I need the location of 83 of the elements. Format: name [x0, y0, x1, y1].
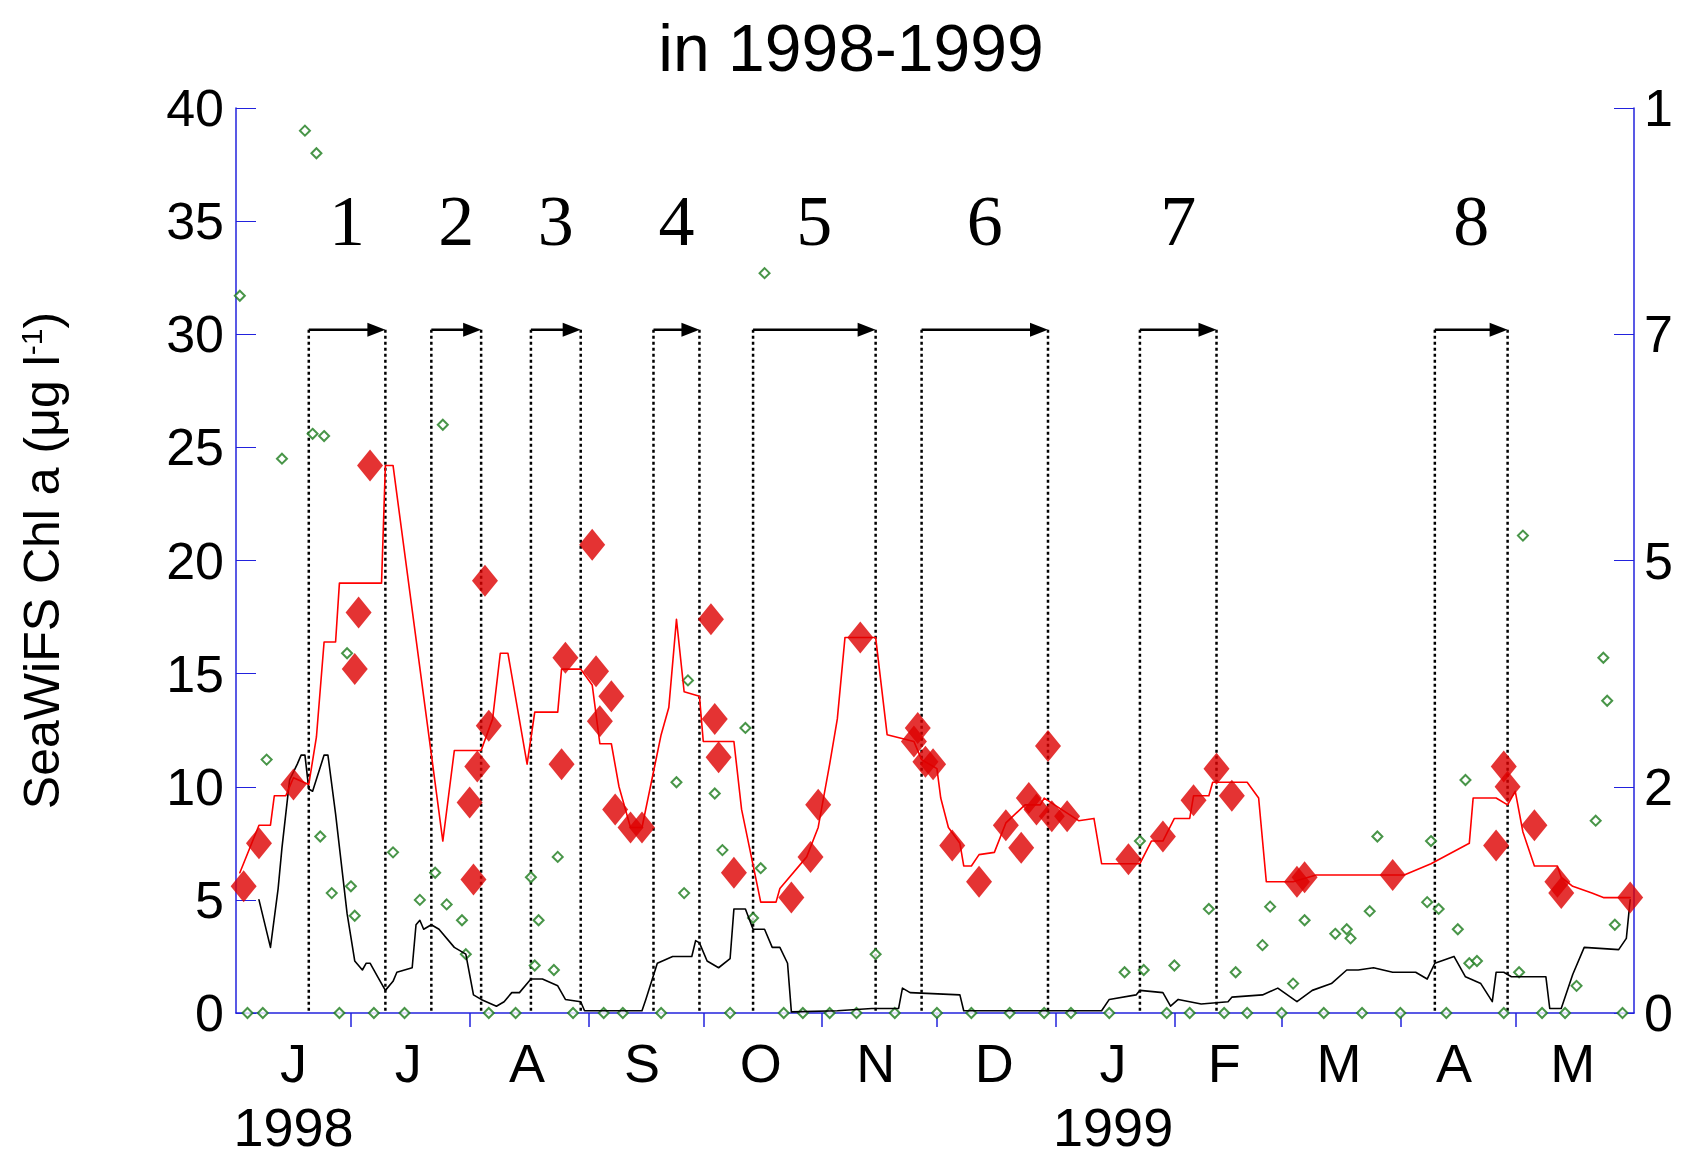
y-axis-title: SeaWiFS Chl a (μg l-1): [14, 311, 70, 810]
category-label: 5: [1644, 531, 1673, 590]
point: [552, 641, 579, 674]
x-tick-label: J 1999: [1053, 1033, 1174, 1157]
annotation: 3: [537, 181, 574, 262]
y-tick-label: 30: [166, 305, 224, 364]
x-tick-label: D: [974, 1033, 1014, 1093]
y-tick-label: 25: [166, 418, 224, 477]
x-tick-label: A: [1435, 1033, 1472, 1093]
point: [598, 680, 625, 713]
point: [1548, 877, 1575, 910]
point: [1115, 843, 1142, 876]
point: [797, 840, 824, 873]
point: [357, 449, 384, 482]
point: [464, 750, 491, 783]
x-tick-label: F: [1207, 1033, 1241, 1093]
point: [586, 705, 613, 738]
point: [583, 655, 610, 688]
text: 1: [1644, 79, 1673, 137]
point: [471, 564, 498, 597]
point: [720, 856, 747, 889]
x-tick-label: N: [856, 1033, 896, 1093]
annotation: 6: [966, 181, 1003, 262]
point: [1054, 800, 1081, 833]
point: [602, 793, 629, 826]
point: [1379, 858, 1406, 891]
y-tick-label: 5: [195, 870, 224, 929]
point: [345, 596, 372, 629]
point: [992, 809, 1019, 842]
y-tick-label: 10: [166, 757, 224, 816]
annotation: 8: [1453, 181, 1490, 262]
point: [1291, 861, 1318, 894]
point: [579, 528, 606, 561]
point: [805, 788, 832, 821]
point: [904, 711, 931, 744]
point: [1218, 779, 1245, 812]
point: [920, 748, 947, 781]
point: [847, 621, 874, 654]
x-tick-label: J: [394, 1033, 422, 1093]
y-tick-label: 15: [166, 644, 224, 703]
point: [456, 786, 483, 819]
point: [1203, 752, 1230, 785]
text: 2: [1644, 757, 1673, 816]
point: [1008, 831, 1035, 864]
y-tick-label: 35: [166, 192, 224, 251]
x-tick-label: J 1998: [233, 1033, 354, 1157]
point: [548, 748, 575, 781]
x-tick-label: M: [1316, 1033, 1362, 1093]
point: [245, 827, 272, 860]
point: [460, 863, 487, 896]
chart-title: in 1998-1999: [658, 11, 1044, 85]
point: [280, 768, 307, 801]
annotation: 1: [329, 181, 366, 262]
point: [628, 811, 655, 844]
point: [705, 741, 732, 774]
point: [778, 881, 805, 914]
y-tick-label: 0: [195, 984, 224, 1042]
point: [341, 653, 368, 686]
y-tick-label: 20: [166, 531, 224, 590]
x-tick-label: M: [1550, 1033, 1596, 1093]
x-tick-label: O: [739, 1033, 782, 1093]
annotation: 5: [796, 181, 833, 262]
point: [1483, 829, 1510, 862]
annotation: 7: [1160, 181, 1197, 262]
point: [1521, 809, 1548, 842]
point: [1494, 770, 1521, 803]
annotation: 4: [658, 181, 695, 262]
x-tick-label: A: [509, 1033, 546, 1093]
point: [697, 603, 724, 636]
y-tick-label: 40: [166, 79, 224, 137]
text: 7: [1644, 305, 1673, 364]
point: [1617, 881, 1644, 914]
annotation: 2: [438, 181, 475, 262]
category-label: 0: [1644, 984, 1673, 1042]
point: [701, 702, 728, 735]
point: [939, 829, 966, 862]
x-tick-label: S: [623, 1033, 661, 1093]
point: [1180, 784, 1207, 817]
point: [966, 865, 993, 898]
point: [1034, 730, 1061, 763]
point: [230, 870, 257, 903]
point: [1149, 820, 1176, 853]
point: [475, 709, 502, 742]
